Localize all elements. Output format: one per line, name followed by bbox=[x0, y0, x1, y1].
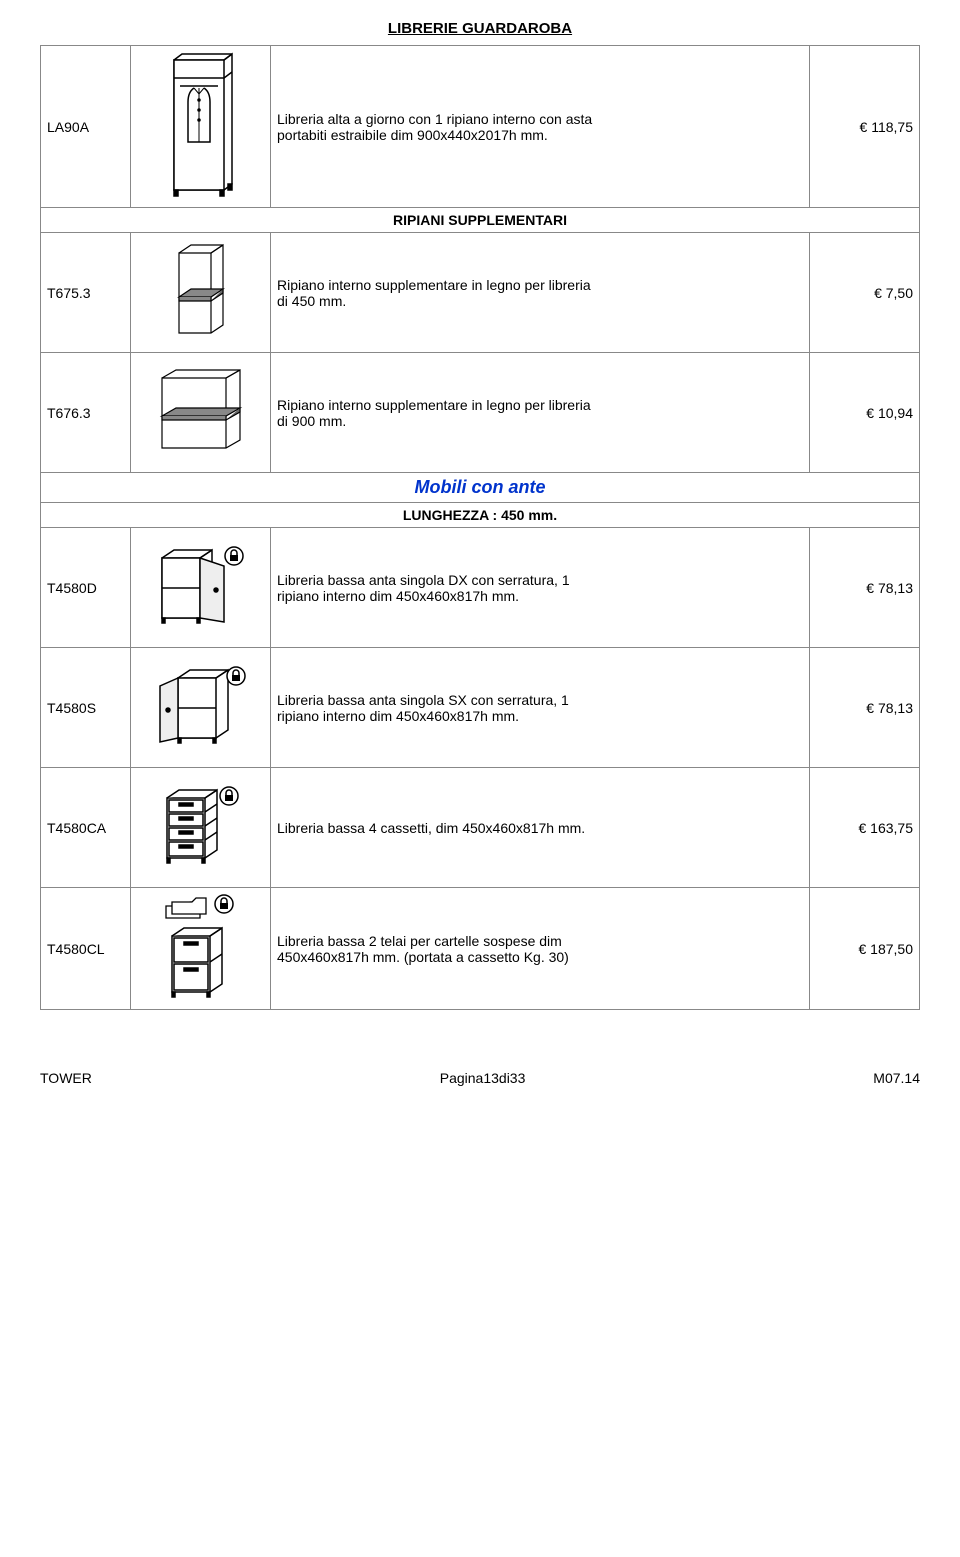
table-row: T4580CL bbox=[41, 888, 920, 1010]
section-subheader-row: LUNGHEZZA : 450 mm. bbox=[41, 503, 920, 528]
cabinet-filing-icon bbox=[156, 892, 246, 1002]
image-cell bbox=[131, 768, 271, 888]
section-header: RIPIANI SUPPLEMENTARI bbox=[41, 208, 920, 233]
shelf-narrow-icon bbox=[173, 241, 228, 341]
footer-center: Pagina13di33 bbox=[440, 1070, 526, 1086]
image-cell bbox=[131, 528, 271, 648]
lock-icon bbox=[225, 547, 243, 565]
table-row: T4580D Libreria b bbox=[41, 528, 920, 648]
code-cell: T675.3 bbox=[41, 233, 131, 353]
code-cell: T4580S bbox=[41, 648, 131, 768]
cabinet-4drawers-icon bbox=[161, 786, 241, 866]
section-subheader: LUNGHEZZA : 450 mm. bbox=[41, 503, 920, 528]
desc-line: ripiano interno dim 450x460x817h mm. bbox=[277, 588, 803, 604]
code-cell: LA90A bbox=[41, 46, 131, 208]
cabinet-dx-icon bbox=[156, 546, 246, 626]
price-cell: € 78,13 bbox=[810, 528, 920, 648]
lock-icon bbox=[215, 895, 233, 913]
price-cell: € 163,75 bbox=[810, 768, 920, 888]
desc-cell: Libreria bassa anta singola DX con serra… bbox=[271, 528, 810, 648]
desc-cell: Libreria bassa 2 telai per cartelle sosp… bbox=[271, 888, 810, 1010]
section-header-row: RIPIANI SUPPLEMENTARI bbox=[41, 208, 920, 233]
footer-right: M07.14 bbox=[873, 1070, 920, 1086]
wardrobe-icon bbox=[166, 50, 236, 200]
image-cell bbox=[131, 46, 271, 208]
code-cell: T4580D bbox=[41, 528, 131, 648]
image-cell bbox=[131, 648, 271, 768]
desc-line: Libreria bassa 2 telai per cartelle sosp… bbox=[277, 933, 803, 949]
section-header: Mobili con ante bbox=[41, 473, 920, 503]
code-cell: T676.3 bbox=[41, 353, 131, 473]
lock-icon bbox=[220, 787, 238, 805]
table-row: LA90A bbox=[41, 46, 920, 208]
desc-cell: Libreria alta a giorno con 1 ripiano int… bbox=[271, 46, 810, 208]
price-cell: € 78,13 bbox=[810, 648, 920, 768]
desc-line: Ripiano interno supplementare in legno p… bbox=[277, 277, 803, 293]
section-header-row: Mobili con ante bbox=[41, 473, 920, 503]
image-cell bbox=[131, 233, 271, 353]
table-row: T4580S Libreria b bbox=[41, 648, 920, 768]
desc-cell: Libreria bassa anta singola SX con serra… bbox=[271, 648, 810, 768]
price-cell: € 7,50 bbox=[810, 233, 920, 353]
page-footer: TOWER Pagina13di33 M07.14 bbox=[40, 1070, 920, 1086]
image-cell bbox=[131, 353, 271, 473]
desc-line: Libreria alta a giorno con 1 ripiano int… bbox=[277, 111, 803, 127]
lock-icon bbox=[227, 667, 245, 685]
desc-line: Ripiano interno supplementare in legno p… bbox=[277, 397, 803, 413]
price-cell: € 118,75 bbox=[810, 46, 920, 208]
desc-line: ripiano interno dim 450x460x817h mm. bbox=[277, 708, 803, 724]
table-row: T4580CA bbox=[41, 768, 920, 888]
desc-line: 450x460x817h mm. (portata a cassetto Kg.… bbox=[277, 949, 803, 965]
desc-line: Libreria bassa 4 cassetti, dim 450x460x8… bbox=[277, 820, 803, 836]
desc-line: di 900 mm. bbox=[277, 413, 803, 429]
catalog-table: LA90A bbox=[40, 45, 920, 1010]
desc-cell: Libreria bassa 4 cassetti, dim 450x460x8… bbox=[271, 768, 810, 888]
table-row: T675.3 Ripiano interno supplementare in … bbox=[41, 233, 920, 353]
image-cell bbox=[131, 888, 271, 1010]
desc-line: Libreria bassa anta singola SX con serra… bbox=[277, 692, 803, 708]
price-cell: € 10,94 bbox=[810, 353, 920, 473]
footer-left: TOWER bbox=[40, 1070, 92, 1086]
shelf-wide-icon bbox=[156, 366, 246, 456]
desc-line: portabiti estraibile dim 900x440x2017h m… bbox=[277, 127, 803, 143]
code-cell: T4580CA bbox=[41, 768, 131, 888]
desc-line: Libreria bassa anta singola DX con serra… bbox=[277, 572, 803, 588]
cabinet-sx-icon bbox=[156, 666, 246, 746]
page-title: LIBRERIE GUARDAROBA bbox=[40, 20, 920, 37]
desc-cell: Ripiano interno supplementare in legno p… bbox=[271, 353, 810, 473]
code-cell: T4580CL bbox=[41, 888, 131, 1010]
desc-cell: Ripiano interno supplementare in legno p… bbox=[271, 233, 810, 353]
desc-line: di 450 mm. bbox=[277, 293, 803, 309]
price-cell: € 187,50 bbox=[810, 888, 920, 1010]
table-row: T676.3 Ripiano interno supplementare in … bbox=[41, 353, 920, 473]
